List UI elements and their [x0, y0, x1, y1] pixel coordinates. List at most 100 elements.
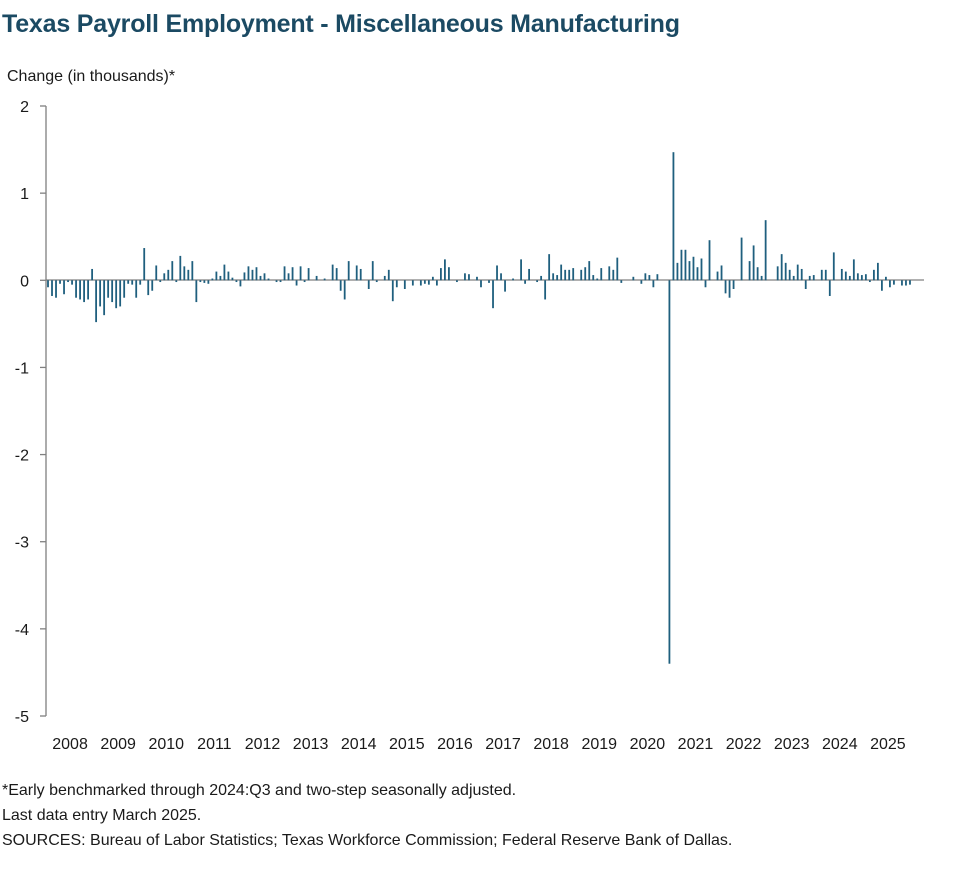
bar — [175, 280, 178, 283]
footnote: *Early benchmarked through 2024:Q3 and t… — [2, 782, 517, 799]
bar — [335, 268, 338, 281]
bar — [79, 280, 81, 300]
y-tick-label: -2 — [15, 448, 29, 465]
bar — [155, 265, 158, 281]
bar — [552, 273, 555, 281]
bar — [343, 280, 346, 300]
bar — [852, 259, 855, 281]
bar — [648, 275, 651, 281]
x-tick-label: 2013 — [293, 736, 329, 753]
bar — [95, 280, 98, 323]
bar — [51, 280, 53, 296]
bar — [59, 280, 61, 284]
bar — [564, 269, 567, 281]
bar — [881, 280, 883, 291]
bar — [279, 280, 282, 283]
bar — [159, 280, 162, 283]
bar — [732, 280, 735, 289]
bar — [367, 280, 370, 289]
bar — [55, 280, 57, 298]
x-tick-label: 2012 — [245, 736, 281, 753]
bar — [203, 280, 206, 283]
bar — [856, 273, 859, 281]
bar — [263, 273, 266, 281]
bar — [728, 280, 731, 298]
bar — [179, 255, 182, 281]
bar — [688, 261, 691, 281]
bar — [87, 280, 89, 300]
x-tick-label: 2010 — [148, 736, 184, 753]
x-tick-label: 2011 — [197, 736, 232, 753]
bar — [223, 264, 226, 281]
bar — [107, 280, 110, 298]
bar — [620, 280, 623, 283]
bar — [724, 280, 727, 294]
bar — [672, 152, 675, 281]
bar — [776, 266, 779, 281]
bar — [700, 258, 703, 281]
bar — [448, 267, 450, 281]
bar — [608, 266, 611, 281]
bar — [456, 280, 458, 283]
bar — [592, 275, 595, 281]
bar — [536, 280, 539, 283]
bar — [580, 269, 583, 281]
bar — [824, 269, 827, 281]
bar — [183, 266, 186, 281]
bar — [560, 264, 563, 281]
bar — [71, 280, 73, 285]
bar — [828, 280, 831, 296]
bar — [476, 276, 478, 281]
y-tick-label: -5 — [15, 709, 29, 726]
bar — [163, 273, 166, 281]
bar — [171, 261, 174, 281]
x-tick-label: 2025 — [870, 736, 906, 753]
bar — [568, 269, 571, 281]
bar — [187, 269, 190, 281]
bar — [219, 275, 222, 281]
bar — [905, 280, 907, 286]
bar — [119, 280, 122, 307]
bar — [199, 280, 202, 283]
bar — [548, 254, 551, 281]
bar — [103, 280, 106, 316]
bar — [844, 271, 847, 281]
bar — [708, 240, 711, 281]
bar — [909, 280, 911, 285]
bar — [464, 273, 466, 281]
bar — [75, 280, 77, 298]
bar — [792, 275, 795, 281]
bar — [419, 280, 422, 286]
bar — [492, 280, 494, 309]
bar — [764, 220, 767, 281]
bar — [468, 274, 470, 281]
bar — [440, 268, 442, 281]
y-axis-label: Change (in thousands)* — [7, 68, 175, 85]
bar — [512, 278, 514, 281]
x-tick-label: 2009 — [100, 736, 136, 753]
bar — [207, 280, 210, 284]
bar — [680, 249, 683, 281]
bar — [255, 267, 258, 281]
bar — [704, 280, 707, 288]
bar — [267, 278, 270, 281]
bar — [67, 280, 69, 283]
bar — [820, 269, 823, 281]
bar — [756, 267, 759, 281]
bar — [123, 280, 126, 298]
bar — [395, 280, 398, 288]
bar — [231, 277, 234, 281]
x-tick-label: 2020 — [630, 736, 666, 753]
x-tick-label: 2017 — [485, 736, 521, 753]
bar — [287, 273, 290, 281]
bar — [139, 280, 142, 285]
bar — [848, 275, 851, 281]
bar — [215, 271, 218, 281]
bar — [692, 256, 695, 281]
bar — [480, 280, 482, 288]
bar — [504, 280, 506, 292]
sources-note: SOURCES: Bureau of Labor Statistics; Tex… — [2, 832, 733, 849]
bar — [656, 274, 659, 281]
y-axis-ticks — [40, 105, 46, 717]
bar — [540, 275, 543, 281]
